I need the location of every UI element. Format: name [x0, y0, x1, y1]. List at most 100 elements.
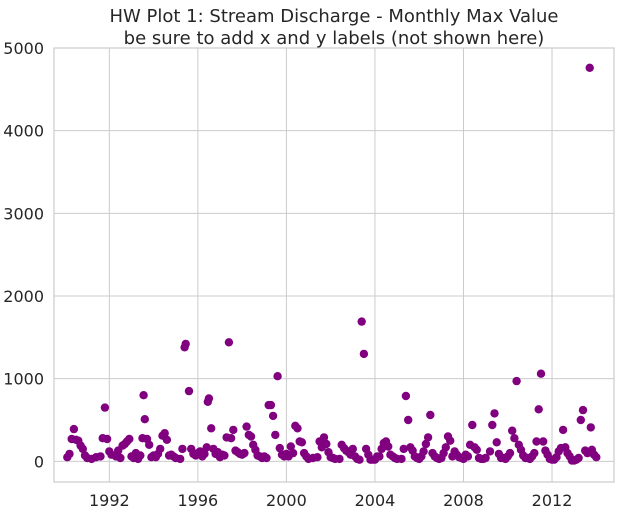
data-point [200, 449, 209, 459]
y-tick-label: 0 [34, 452, 44, 471]
data-point [510, 434, 519, 443]
data-point [65, 449, 74, 459]
data-point [375, 452, 384, 461]
chart-title: HW Plot 1: Stream Discharge - Monthly Ma… [109, 6, 558, 27]
data-point [220, 451, 229, 460]
data-point [176, 454, 185, 464]
data-point [586, 423, 595, 432]
data-point [229, 425, 238, 435]
data-point [266, 400, 276, 410]
data-point [319, 433, 329, 442]
data-point [397, 454, 406, 464]
y-tick-label: 4000 [3, 122, 44, 141]
x-tick-label: 2004 [355, 491, 396, 510]
data-point [297, 438, 307, 447]
data-point [485, 447, 495, 456]
data-point [426, 410, 435, 420]
data-point [441, 443, 450, 452]
data-point [539, 437, 548, 446]
data-point [140, 415, 149, 424]
data-point [160, 429, 169, 438]
data-point [481, 453, 490, 463]
data-point [145, 440, 154, 449]
data-point [592, 453, 601, 462]
data-point [492, 438, 501, 447]
data-point [136, 451, 145, 460]
data-point [181, 339, 190, 349]
y-tick-label: 5000 [3, 39, 44, 58]
data-point [178, 444, 187, 454]
data-point [585, 63, 594, 72]
data-point [357, 317, 366, 326]
data-point [401, 391, 411, 401]
data-point [69, 424, 79, 434]
data-point [286, 442, 295, 451]
data-point [399, 444, 408, 454]
data-point [490, 409, 499, 418]
data-point [359, 349, 369, 359]
data-point [488, 420, 497, 430]
data-point [226, 434, 236, 443]
data-point [463, 452, 473, 461]
data-point [532, 437, 541, 446]
data-point [423, 433, 433, 442]
grid-layer [54, 47, 614, 482]
data-point [421, 439, 431, 449]
data-point [102, 434, 112, 444]
data-point [512, 376, 521, 386]
data-point [534, 405, 543, 414]
data-point [558, 425, 568, 435]
data-point [313, 453, 322, 462]
data-point [578, 405, 588, 415]
y-axis-ticks: 0 1000 2000 3000 4000 5000 [3, 39, 44, 471]
y-tick-label: 1000 [3, 370, 44, 389]
data-point [125, 434, 134, 444]
data-point [348, 444, 357, 454]
data-point [240, 448, 249, 458]
x-tick-label: 1996 [178, 491, 219, 510]
data-point [204, 394, 214, 403]
data-point [530, 448, 539, 458]
x-tick-label: 2012 [532, 491, 573, 510]
data-point [468, 420, 477, 430]
data-point [78, 444, 88, 454]
chart-subtitle: be sure to add x and y labels (not shown… [124, 28, 545, 49]
data-point [384, 442, 393, 451]
data-point [508, 426, 517, 435]
data-point [100, 403, 110, 412]
data-point [202, 443, 211, 452]
data-point [335, 454, 344, 464]
y-tick-label: 3000 [3, 204, 44, 223]
x-tick-label: 1992 [89, 491, 130, 510]
data-point [207, 424, 216, 433]
data-point [574, 453, 583, 463]
data-point [268, 411, 278, 421]
points-layer [63, 63, 601, 465]
plot-frame [53, 47, 615, 483]
x-axis-ticks: 1992 1996 2000 2004 2008 2012 [89, 491, 572, 510]
data-point [355, 455, 364, 464]
data-point [576, 415, 585, 425]
data-point [404, 415, 413, 425]
data-point [162, 435, 172, 444]
data-point [275, 443, 284, 453]
data-point [446, 436, 455, 445]
data-point [288, 448, 298, 458]
data-point [116, 453, 125, 463]
data-point [293, 424, 302, 433]
data-point [96, 452, 105, 461]
data-point [273, 372, 282, 381]
y-tick-label: 2000 [3, 287, 44, 306]
data-point [271, 430, 280, 440]
data-point [472, 445, 481, 454]
data-point [224, 338, 234, 347]
data-point [242, 422, 251, 431]
data-point [322, 439, 331, 449]
data-point [262, 453, 271, 463]
data-point [156, 444, 165, 454]
data-point [246, 432, 256, 441]
data-point [419, 447, 428, 456]
data-point [184, 386, 194, 396]
